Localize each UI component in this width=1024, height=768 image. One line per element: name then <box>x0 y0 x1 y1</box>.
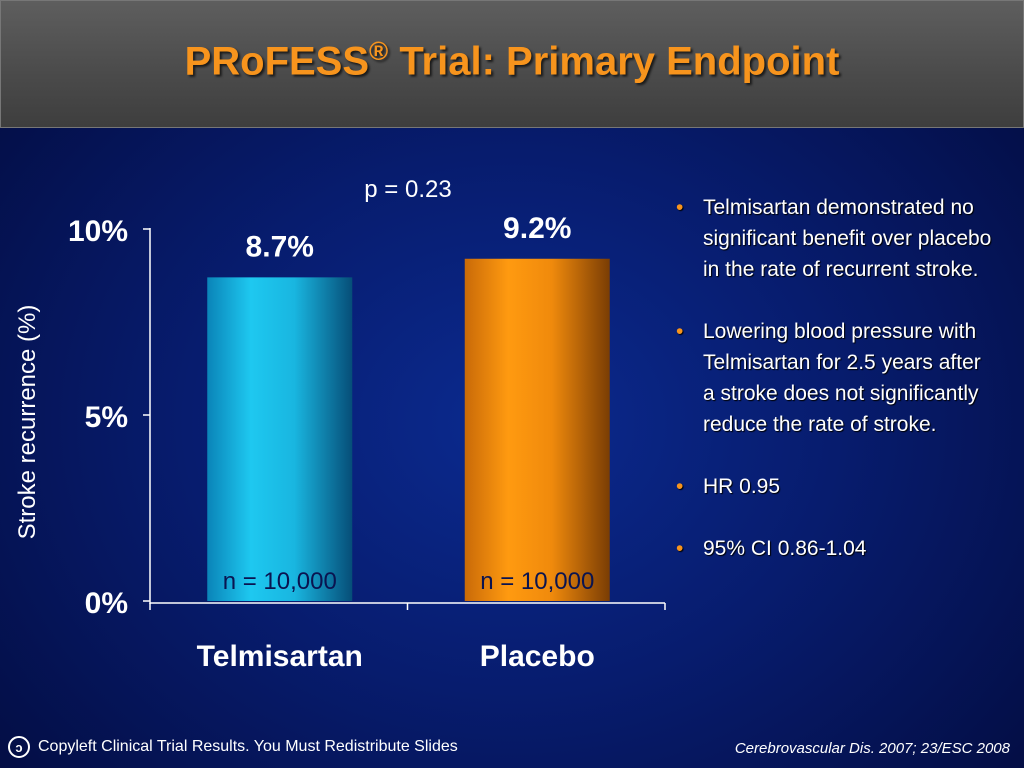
registered-mark: ® <box>369 36 389 66</box>
bullet-item: • 95% CI 0.86-1.04 <box>676 533 996 564</box>
bullet-text: 95% CI 0.86-1.04 <box>703 537 867 560</box>
citation: Cerebrovascular Dis. 2007; 23/ESC 2008 <box>734 740 1010 757</box>
y-axis-label: Stroke recurrence (%) <box>14 305 41 540</box>
bullet-text: Telmisartan demonstrated no significant … <box>703 196 992 281</box>
bullet-item: • Telmisartan demonstrated no significant… <box>676 192 996 285</box>
p-value-annotation: p = 0.23 <box>364 176 451 203</box>
y-tick-label: 5% <box>85 401 128 434</box>
bar-value-label: 8.7% <box>246 230 314 263</box>
x-tick-label: Telmisartan <box>197 640 363 673</box>
bar-placebo <box>464 258 610 601</box>
bar-value-label: 9.2% <box>503 212 571 245</box>
bullet-dot-icon: • <box>676 196 684 219</box>
bar-n-label: n = 10,000 <box>223 568 337 595</box>
y-tick-label: 10% <box>68 215 128 248</box>
title-main: PRoFESS <box>184 39 370 84</box>
license-footer: ɔ Copyleft Clinical Trial Results. You M… <box>8 734 458 760</box>
bullet-dot-icon: • <box>676 320 684 343</box>
bar-n-label: n = 10,000 <box>480 568 594 595</box>
bullet-dot-icon: • <box>676 475 684 498</box>
x-tick-label: Placebo <box>480 640 595 673</box>
title-bar <box>0 0 1024 128</box>
page-title: PRoFESS® Trial: Primary Endpoint <box>0 36 1024 84</box>
bullet-item: • Lowering blood pressure with Telmisarta… <box>676 316 996 440</box>
bullet-dot-icon: • <box>676 537 684 560</box>
bullet-list: • Telmisartan demonstrated no significant… <box>676 192 996 595</box>
bullet-text: Lowering blood pressure with Telmisartan… <box>703 320 981 436</box>
bullet-text: HR 0.95 <box>703 475 781 498</box>
copyleft-icon: ɔ <box>8 736 30 758</box>
title-rest: Trial: Primary Endpoint <box>388 39 840 84</box>
bar-telmisartan <box>207 277 353 601</box>
bullet-item: • HR 0.95 <box>676 471 996 502</box>
license-text: Copyleft Clinical Trial Results. You Mus… <box>38 738 458 755</box>
y-tick-label: 0% <box>85 587 128 620</box>
